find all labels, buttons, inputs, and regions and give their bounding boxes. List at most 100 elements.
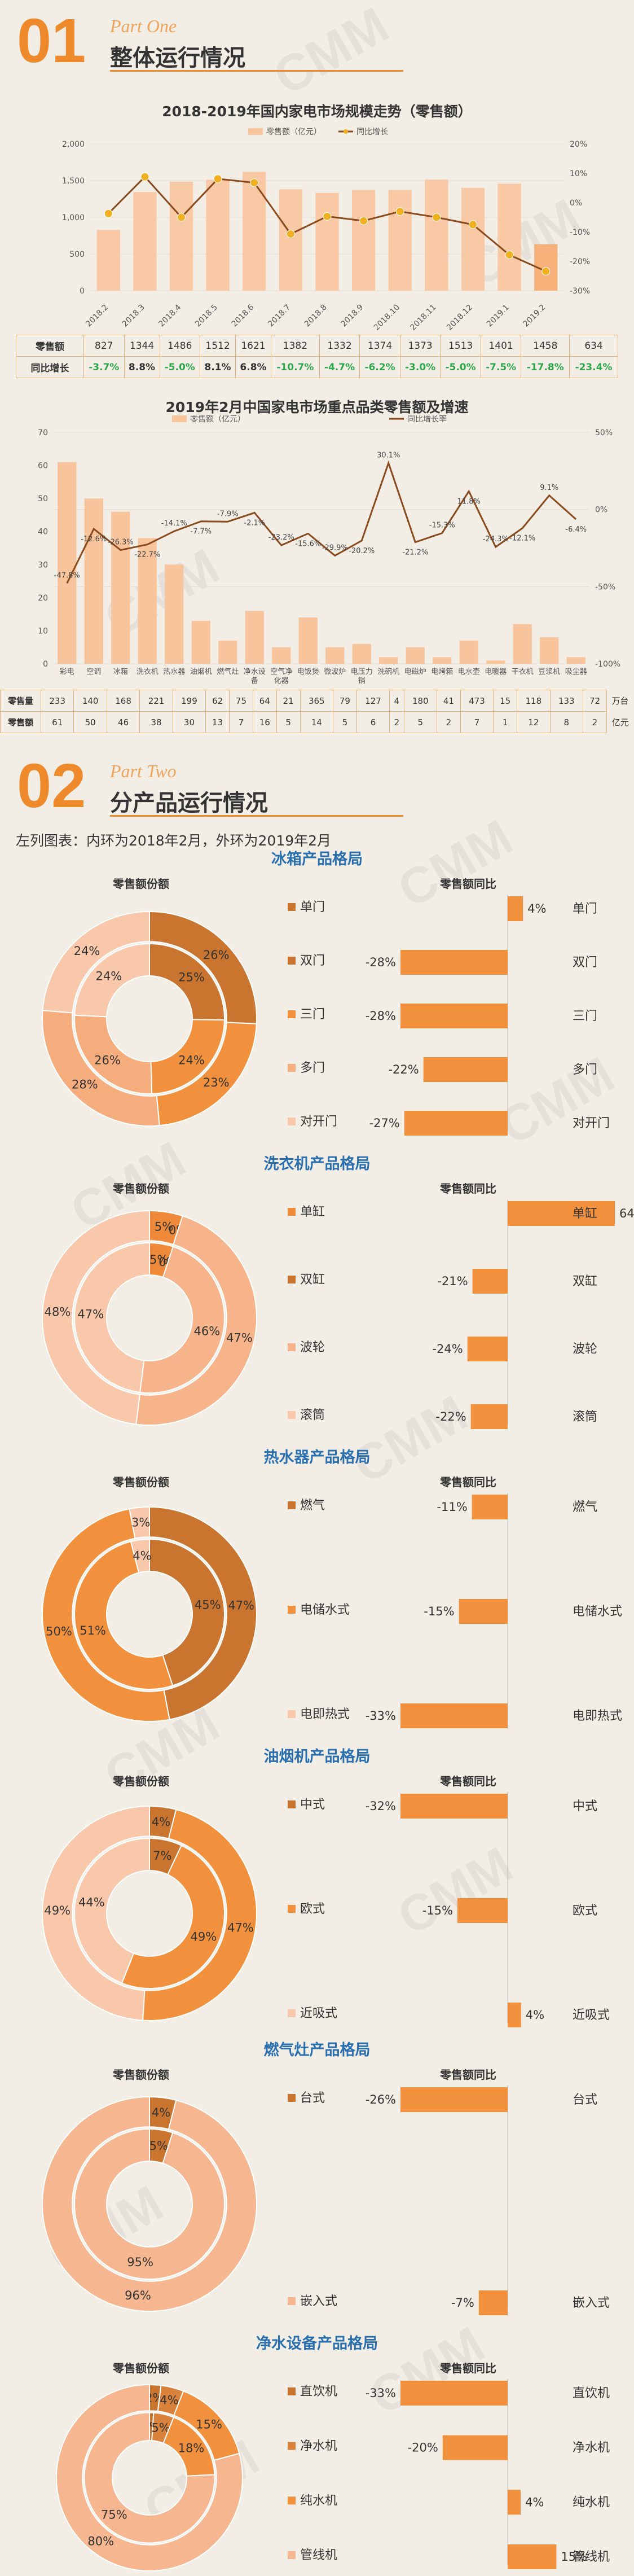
growth-label: -23.2%: [268, 533, 294, 542]
value-cell: 5: [403, 711, 437, 733]
donut-slice: [150, 1019, 225, 1094]
donut-slice: [74, 1014, 153, 1094]
value-cell: 15: [493, 690, 518, 712]
bar: [279, 189, 303, 291]
slice-label: 5%: [149, 1253, 168, 1267]
legend-swatch: [288, 1710, 296, 1718]
x-tick-label: 燃气灶: [217, 667, 239, 676]
y2-tick-label: 20%: [570, 140, 587, 149]
slice-label: 24%: [178, 1053, 205, 1067]
legend: 零售额（亿元） 同比增长率: [172, 415, 447, 424]
section-1-header: 01 Part One 整体运行情况: [11, 10, 406, 72]
growth-label: -14.1%: [161, 519, 187, 528]
growth-point: [177, 213, 186, 222]
bar-category-label: 双缸: [573, 1274, 597, 1289]
growth-cell: -23.4%: [569, 356, 618, 378]
section-title: 分产品运行情况: [110, 790, 268, 816]
bar-category-label: 对开门: [573, 1116, 610, 1131]
value-cell: 13: [205, 711, 230, 733]
legend-swatch: [288, 2009, 296, 2017]
growth-bar: [472, 1269, 508, 1294]
row-header: 零售量: [0, 690, 41, 712]
bar-category-label: 欧式: [573, 1904, 597, 1918]
growth-bar: [400, 1703, 508, 1728]
slice-label: 3%: [131, 1515, 150, 1529]
value-cell: 127: [356, 690, 390, 712]
bar: [388, 190, 412, 291]
legend-label: 台式: [300, 2091, 325, 2105]
value-cell: 1458: [521, 335, 570, 357]
bar: [138, 538, 157, 664]
value-cell: 2: [582, 711, 607, 733]
trend-chart: 零售额（亿元） 同比增长 0 500 1,000 1,500 2,000 -30% -20% -1…: [62, 128, 590, 332]
value-cell: 1513: [440, 335, 481, 357]
x-tick-label: 彩电: [60, 668, 74, 676]
bar: [325, 647, 345, 664]
legend-label: 近吸式: [300, 2007, 337, 2021]
bar-title: 零售额同比: [440, 1775, 496, 1788]
x-tick-label: 2018.4: [157, 303, 183, 328]
growth-label: -22.7%: [134, 551, 160, 559]
bar: [433, 657, 452, 664]
bar: [459, 641, 478, 664]
growth-label: -7%: [451, 2296, 474, 2310]
x-tick-label: 冰箱: [113, 667, 128, 676]
bar-category-label: 波轮: [573, 1342, 597, 1356]
legend-label: 中式: [300, 1798, 325, 1812]
slice-label: 46%: [194, 1324, 221, 1338]
product-section-washer: 洗衣机产品格局零售额份额零售额同比5%0%47%48%5%0%46%47%单缸双…: [0, 1151, 634, 1434]
growth-bar: [400, 1794, 508, 1819]
growth-cell: 8.8%: [124, 356, 160, 378]
growth-cell: -4.7%: [319, 356, 360, 378]
legend-label: 单缸: [300, 1205, 325, 1219]
product-section-water: 净水设备产品格局 零售额份额 零售额同比 2% 4% 15% 80% 1% 5% 18% 75% 直饮…: [0, 2331, 634, 2574]
section-title: 整体运行情况: [110, 45, 245, 71]
bar-category-label: 单门: [573, 902, 597, 916]
value-cell: 50: [73, 711, 107, 733]
y-tick-label: 70: [38, 428, 48, 437]
value-cell: 41: [436, 690, 461, 712]
bar: [272, 647, 291, 664]
growth-bar: [478, 2290, 508, 2315]
growth-label: -33%: [366, 1709, 396, 1723]
growth-label: -7.7%: [190, 528, 212, 536]
table-row: 零售量 233 140 168 221 199 62 75 64 21 365 79 127 4 180 41…: [0, 690, 634, 712]
bar-category-label: 滚筒: [573, 1410, 597, 1424]
legend-swatch: [288, 1606, 296, 1614]
product-section-title: 净水设备产品格局: [256, 2335, 378, 2352]
growth-label: -15%: [424, 1605, 454, 1618]
legend: 零售额（亿元） 同比增长: [248, 128, 388, 137]
donut-slice: [42, 1508, 170, 1722]
table-row: 同比增长 -3.7% 8.8% -5.0% 8.1% 6.8% -10.7% -4.7% -6.…: [16, 356, 618, 378]
value-cell: 21: [276, 690, 301, 712]
value-cell: 133: [549, 690, 583, 712]
donut-title: 零售额份额: [113, 1475, 169, 1489]
value-cell: 14: [300, 711, 334, 733]
legend-label: 双门: [300, 954, 325, 968]
donut-slice: [41, 1210, 150, 1425]
growth-bar: [472, 1495, 508, 1519]
growth-bar: [400, 2087, 508, 2112]
row-header: 零售额: [0, 711, 41, 733]
value-cell: 30: [172, 711, 206, 733]
product-chart: 0%26%23%28%24%0%25%24%26%24%单门双门三门多门对开门4…: [42, 895, 610, 1136]
growth-line: [66, 460, 577, 584]
donut-slice: [149, 1506, 258, 1720]
slice-label: 4%: [160, 2393, 178, 2407]
x-tick-label: 2018.3: [121, 303, 147, 329]
bar: [191, 620, 210, 664]
y-tick-label: 0: [80, 287, 85, 296]
growth-label: -26.3%: [108, 538, 134, 547]
slice-label: 45%: [195, 1598, 221, 1612]
legend-label: 嵌入式: [300, 2294, 337, 2308]
growth-point: [104, 209, 113, 218]
bar: [352, 643, 371, 664]
legend-label: 管线机: [300, 2548, 337, 2562]
x-tick-label: 2018.2: [84, 303, 110, 329]
slice-label: 50%: [46, 1625, 72, 1639]
donut-slice: [74, 943, 150, 1018]
growth-label: -33%: [366, 2386, 396, 2400]
growth-label: -15.6%: [295, 540, 321, 548]
